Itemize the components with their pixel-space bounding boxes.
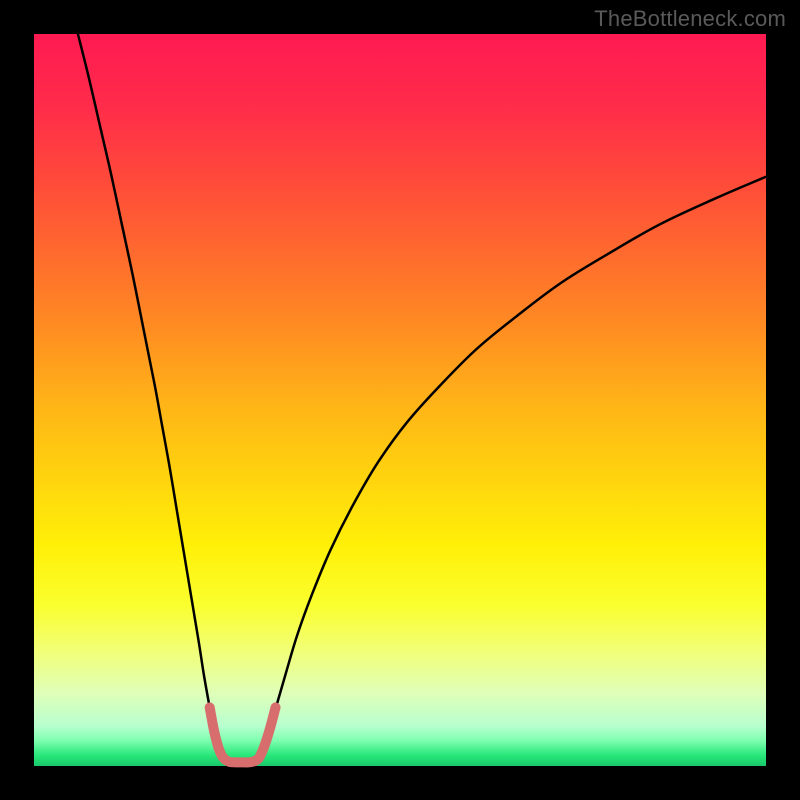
plot-area — [34, 34, 766, 766]
chart-svg — [34, 34, 766, 766]
watermark-text: TheBottleneck.com — [594, 6, 786, 32]
curve-left-branch — [78, 34, 223, 757]
curve-bottom-highlight — [210, 707, 276, 762]
curve-right-branch — [259, 177, 766, 757]
